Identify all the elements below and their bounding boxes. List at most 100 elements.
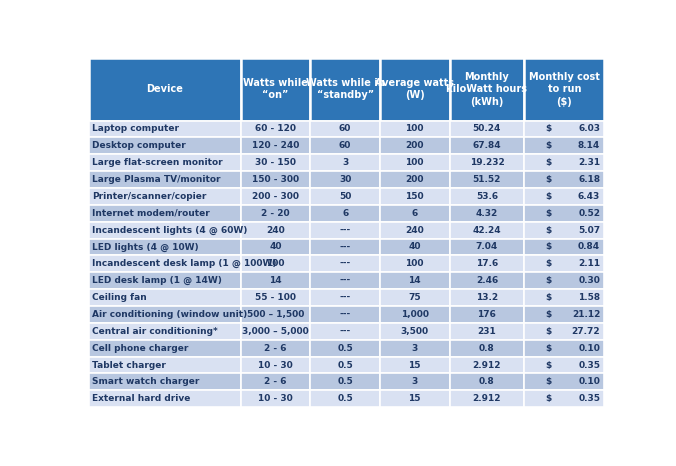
Bar — [380, 289, 450, 306]
Bar — [450, 391, 525, 407]
Text: 6: 6 — [342, 209, 348, 218]
Text: 0.8: 0.8 — [479, 344, 495, 353]
Bar — [380, 154, 450, 171]
Text: 55 - 100: 55 - 100 — [255, 293, 296, 302]
Text: 50: 50 — [339, 192, 352, 201]
Bar — [89, 154, 241, 171]
Text: 0.35: 0.35 — [578, 361, 600, 370]
Bar — [450, 58, 525, 121]
Bar — [380, 373, 450, 391]
Text: 3,500: 3,500 — [401, 327, 429, 336]
Text: 231: 231 — [477, 327, 496, 336]
Bar — [241, 255, 310, 272]
Text: 200 - 300: 200 - 300 — [252, 192, 299, 201]
Text: 3,000 – 5,000: 3,000 – 5,000 — [242, 327, 309, 336]
Text: 13.2: 13.2 — [476, 293, 498, 302]
Bar — [450, 255, 525, 272]
Text: Watts while
“on”: Watts while “on” — [243, 78, 308, 100]
Text: $: $ — [545, 209, 552, 218]
Bar — [89, 222, 241, 239]
Bar — [310, 272, 380, 289]
Text: 100: 100 — [266, 260, 285, 268]
Bar — [380, 171, 450, 188]
Bar — [525, 306, 604, 323]
Bar — [241, 289, 310, 306]
Text: 0.5: 0.5 — [337, 361, 353, 370]
Bar — [241, 323, 310, 340]
Text: $: $ — [545, 310, 552, 319]
Text: 0.10: 0.10 — [579, 377, 600, 386]
Text: $: $ — [545, 344, 552, 353]
Bar — [241, 239, 310, 255]
Text: 67.84: 67.84 — [473, 141, 501, 151]
Text: Cell phone charger: Cell phone charger — [93, 344, 189, 353]
Bar — [89, 356, 241, 373]
Bar — [525, 239, 604, 255]
Bar — [89, 188, 241, 205]
Text: 4.32: 4.32 — [476, 209, 498, 218]
Bar — [89, 239, 241, 255]
Bar — [380, 188, 450, 205]
Text: 53.6: 53.6 — [476, 192, 498, 201]
Bar — [241, 373, 310, 391]
Bar — [310, 205, 380, 222]
Text: $: $ — [545, 175, 552, 184]
Text: 15: 15 — [408, 394, 421, 403]
Text: 6: 6 — [412, 209, 418, 218]
Bar — [450, 154, 525, 171]
Bar — [525, 171, 604, 188]
Text: 0.10: 0.10 — [579, 344, 600, 353]
Bar — [310, 306, 380, 323]
Bar — [310, 255, 380, 272]
Text: Watts while in
“standby”: Watts while in “standby” — [306, 78, 385, 100]
Bar — [89, 391, 241, 407]
Text: $: $ — [545, 141, 552, 151]
Bar — [525, 340, 604, 356]
Bar — [380, 58, 450, 121]
Text: LED desk lamp (1 @ 14W): LED desk lamp (1 @ 14W) — [93, 276, 222, 285]
Text: Large flat-screen monitor: Large flat-screen monitor — [93, 158, 223, 167]
Text: Laptop computer: Laptop computer — [93, 124, 179, 133]
Text: 100: 100 — [406, 158, 424, 167]
Text: 150: 150 — [406, 192, 424, 201]
Bar — [525, 137, 604, 154]
Bar — [380, 205, 450, 222]
Text: 2 - 20: 2 - 20 — [261, 209, 290, 218]
Text: 10 - 30: 10 - 30 — [258, 394, 293, 403]
Text: 0.8: 0.8 — [479, 377, 495, 386]
Text: 6.43: 6.43 — [578, 192, 600, 201]
Text: $: $ — [545, 327, 552, 336]
Bar — [525, 391, 604, 407]
Text: 1.58: 1.58 — [578, 293, 600, 302]
Bar — [310, 373, 380, 391]
Text: Monthly cost
to run
($): Monthly cost to run ($) — [529, 72, 600, 107]
Bar — [241, 340, 310, 356]
Bar — [241, 121, 310, 137]
Bar — [525, 205, 604, 222]
Bar — [310, 154, 380, 171]
Bar — [380, 137, 450, 154]
Text: 240: 240 — [266, 226, 285, 234]
Bar — [241, 137, 310, 154]
Text: 2 - 6: 2 - 6 — [264, 344, 287, 353]
Text: ---: --- — [339, 226, 351, 234]
Text: 3: 3 — [412, 344, 418, 353]
Text: $: $ — [545, 276, 552, 285]
Text: 14: 14 — [269, 276, 282, 285]
Bar — [89, 306, 241, 323]
Text: $: $ — [545, 377, 552, 386]
Text: LED lights (4 @ 10W): LED lights (4 @ 10W) — [93, 242, 199, 252]
Bar — [450, 222, 525, 239]
Text: 0.5: 0.5 — [337, 377, 353, 386]
Text: Average watts
(W): Average watts (W) — [375, 78, 454, 100]
Bar — [450, 205, 525, 222]
Bar — [525, 255, 604, 272]
Text: 0.30: 0.30 — [579, 276, 600, 285]
Bar — [310, 222, 380, 239]
Bar — [380, 323, 450, 340]
Text: 0.5: 0.5 — [337, 344, 353, 353]
Bar — [450, 272, 525, 289]
Text: 3: 3 — [342, 158, 348, 167]
Text: 6.03: 6.03 — [578, 124, 600, 133]
Text: $: $ — [545, 226, 552, 234]
